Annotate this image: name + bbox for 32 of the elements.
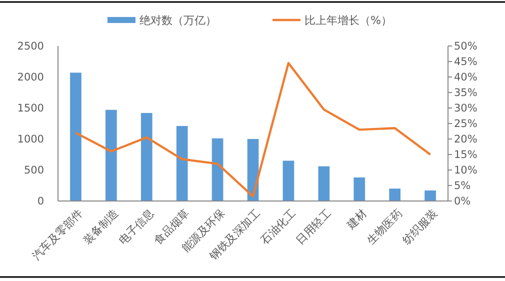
bar <box>424 190 436 201</box>
y2-tick-label: 35% <box>454 87 478 100</box>
y2-tick-label: 10% <box>454 164 478 177</box>
y2-tick-label: 45% <box>454 56 478 68</box>
bar <box>318 166 330 201</box>
y-tick-label: 500 <box>24 164 44 177</box>
y2-tick-label: 15% <box>454 149 478 162</box>
y2-tick-label: 30% <box>454 102 478 115</box>
y-tick-label: 2000 <box>17 72 44 84</box>
y-tick-label: 1500 <box>17 102 44 115</box>
bar <box>176 126 188 201</box>
y-tick-label: 2500 <box>17 40 44 53</box>
y2-tick-label: 20% <box>454 134 478 146</box>
bar <box>140 112 152 201</box>
bar <box>389 188 400 201</box>
y2-tick-label: 40% <box>454 72 478 84</box>
y2-tick-label: 0% <box>454 196 471 208</box>
y2-tick-label: 50% <box>454 40 478 53</box>
x-tick-label: 建材 <box>344 206 370 232</box>
y-tick-label: 0 <box>37 196 44 208</box>
x-tick-label: 日用轻工 <box>293 206 334 247</box>
legend-label: 比上年增长（%） <box>304 14 392 27</box>
legend-label: 绝对数（万亿） <box>140 14 216 27</box>
line-series <box>74 62 432 198</box>
bar <box>70 72 82 201</box>
bar <box>282 160 294 201</box>
y2-tick-label: 25% <box>454 118 478 130</box>
bar <box>212 138 224 201</box>
y-tick-label: 1000 <box>17 134 44 146</box>
bar <box>106 110 117 201</box>
y2-tick-label: 5% <box>454 180 471 192</box>
bar <box>354 177 366 201</box>
